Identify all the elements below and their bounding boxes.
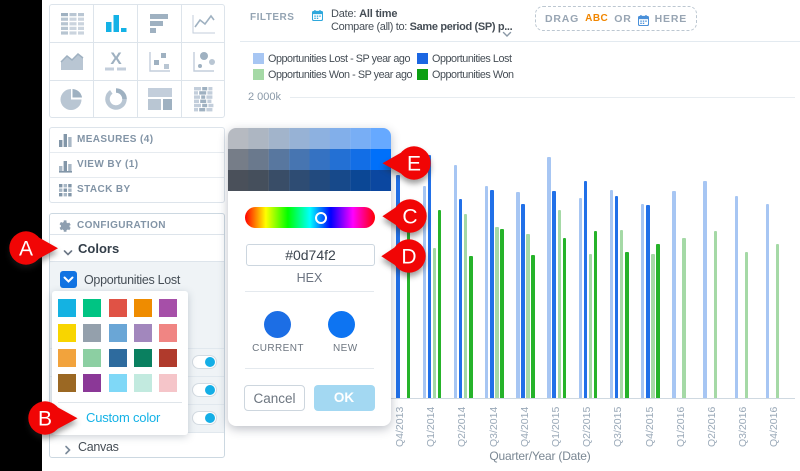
- svg-text:X: X: [110, 49, 122, 68]
- svg-text:E: E: [406, 153, 420, 176]
- svg-text:D: D: [402, 246, 417, 269]
- svg-text:C: C: [402, 206, 417, 229]
- svg-text:B: B: [38, 408, 52, 431]
- svg-text:A: A: [19, 238, 33, 261]
